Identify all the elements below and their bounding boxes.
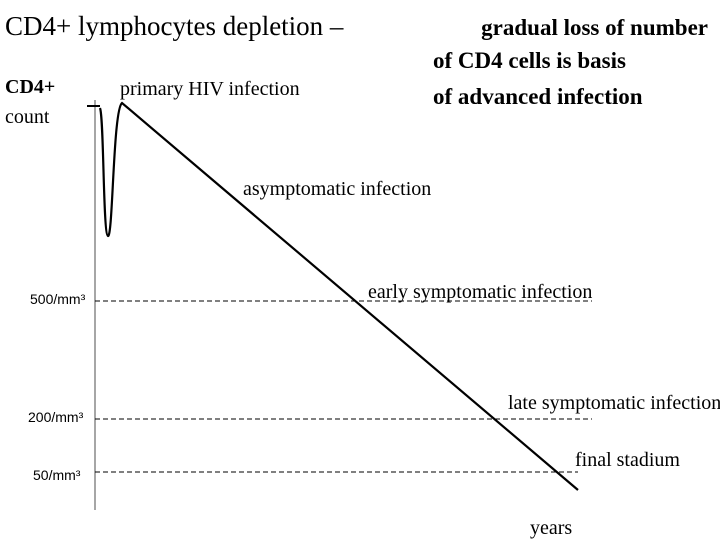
phase-label: primary HIV infection — [120, 78, 300, 100]
subtitle-line: gradual loss of number — [481, 15, 708, 40]
x-label: years — [530, 517, 572, 539]
title: CD4+ lymphocytes depletion – — [5, 11, 344, 41]
level-label: 500/mm³ — [30, 291, 86, 307]
phase-label: final stadium — [575, 449, 680, 471]
subtitle-line: of CD4 cells is basis — [433, 48, 626, 73]
y-label-line: count — [5, 106, 50, 128]
level-label: 200/mm³ — [28, 409, 84, 425]
phase-label: early symptomatic infection — [368, 281, 592, 303]
cd4-curve — [98, 101, 579, 491]
phase-label: asymptomatic infection — [243, 178, 431, 200]
phase-label: late symptomatic infection — [508, 392, 720, 414]
y-label-line: CD4+ — [5, 76, 55, 98]
subtitle-line: of advanced infection — [433, 84, 643, 109]
level-label: 50/mm³ — [33, 467, 81, 483]
